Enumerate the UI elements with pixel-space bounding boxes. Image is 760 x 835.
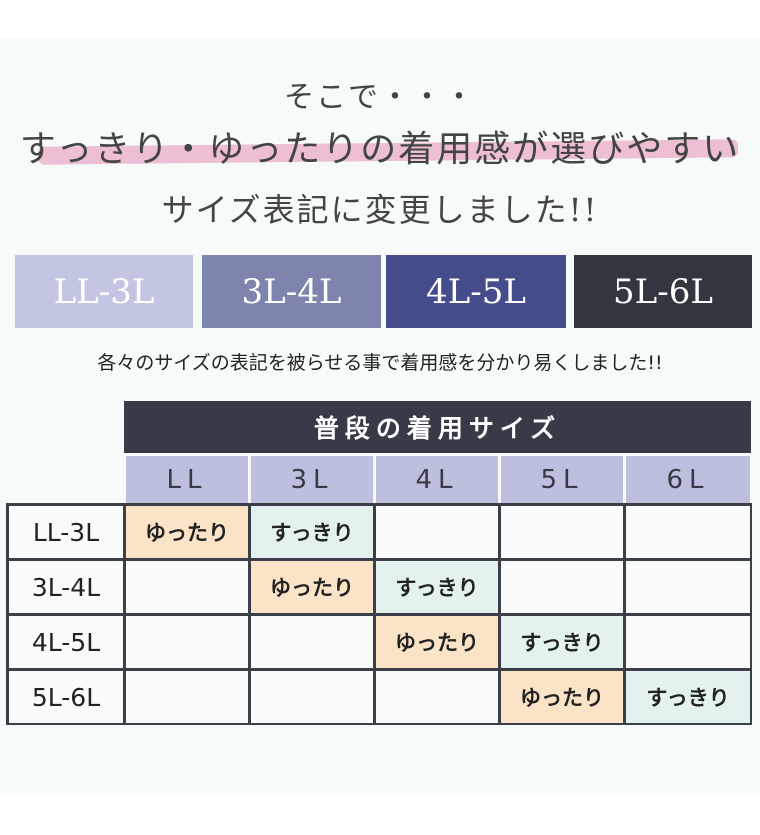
- table-cell: ゆったり: [501, 671, 623, 723]
- table-cell: ゆったり: [376, 616, 498, 668]
- size-box-ll-3l: LL-3L: [15, 255, 193, 328]
- headline-line3: サイズ表記に変更しました!!: [161, 191, 599, 229]
- table-cell: [626, 506, 750, 558]
- table-title: 普段の着用サイズ: [124, 401, 751, 453]
- table-cell: [626, 561, 750, 613]
- column-header: 6L: [626, 456, 750, 503]
- table-cell: すっきり: [251, 506, 373, 558]
- column-header: 5L: [501, 456, 623, 503]
- table-cell: [376, 671, 498, 723]
- table-cell: [126, 616, 248, 668]
- table-cell: ゆったり: [126, 506, 248, 558]
- table-cell: [626, 616, 750, 668]
- table-cell: [376, 506, 498, 558]
- headline-line2: すっきり・ゆったりの着用感が選びやすい: [19, 129, 741, 170]
- table-cell: [126, 561, 248, 613]
- size-box-3l-4l: 3L-4L: [202, 255, 381, 328]
- table-cell: すっきり: [501, 616, 623, 668]
- table-cell: [126, 671, 248, 723]
- table-cell: すっきり: [626, 671, 750, 723]
- note-text: 各々のサイズの表記を被らせる事で着用感を分かり易くしました!!: [97, 352, 663, 374]
- column-header: LL: [126, 456, 248, 503]
- row-header: 5L-6L: [9, 671, 123, 723]
- table-cell: ゆったり: [251, 561, 373, 613]
- table-cell: [251, 616, 373, 668]
- table-cell: [251, 671, 373, 723]
- table-cell: [501, 561, 623, 613]
- column-header: 3L: [251, 456, 373, 503]
- table-cell: [501, 506, 623, 558]
- headline-line1: そこで・・・: [284, 80, 476, 115]
- row-header: 3L-4L: [9, 561, 123, 613]
- column-header: 4L: [376, 456, 498, 503]
- size-box-4l-5l: 4L-5L: [386, 255, 566, 328]
- row-header: 4L-5L: [9, 616, 123, 668]
- table-cell: すっきり: [376, 561, 498, 613]
- size-box-5l-6l: 5L-6L: [574, 255, 752, 328]
- row-header: LL-3L: [9, 506, 123, 558]
